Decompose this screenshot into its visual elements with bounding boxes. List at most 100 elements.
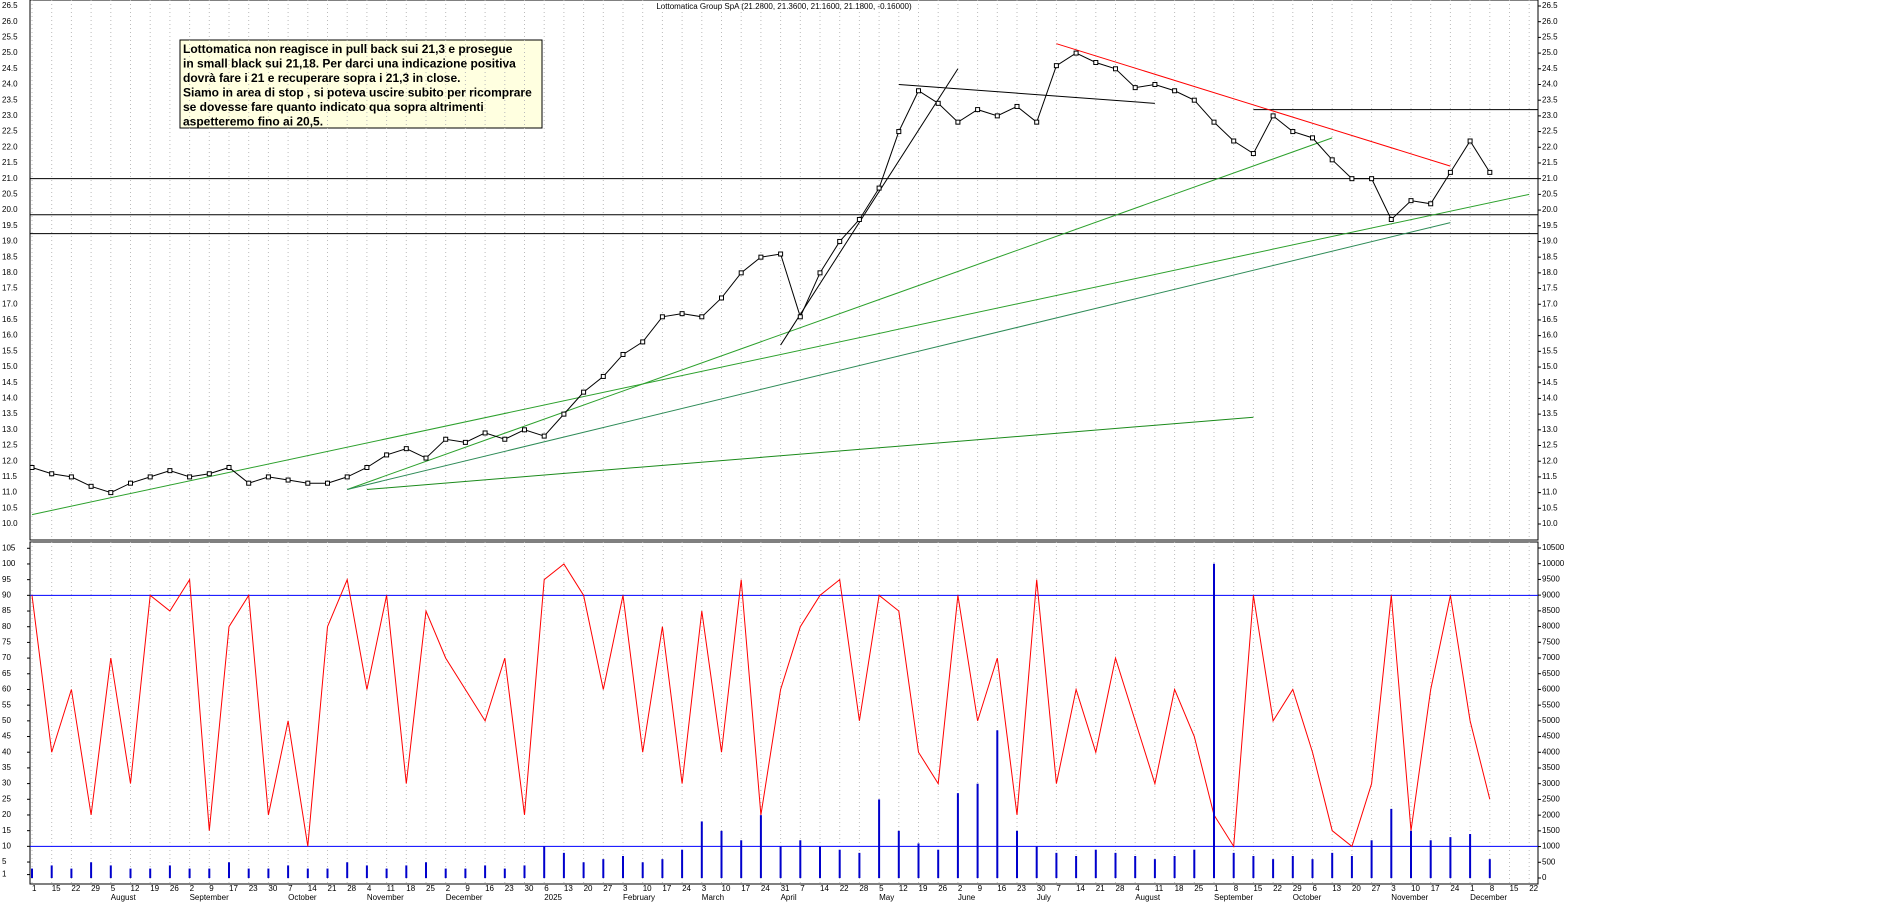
candle xyxy=(1053,63,1059,69)
month-label: November xyxy=(1391,893,1428,902)
candle xyxy=(128,480,133,486)
annotation-box xyxy=(179,39,543,129)
y2-tick-label: 6500 xyxy=(1542,669,1560,678)
volume-bar xyxy=(996,730,999,878)
volume-bar xyxy=(129,868,132,878)
month-label: August xyxy=(111,893,137,902)
y-tick-label: 24.0 xyxy=(1542,80,1558,89)
volume-bar xyxy=(956,793,959,878)
volume-bar xyxy=(109,865,112,878)
y-tick-label: 25.5 xyxy=(2,33,18,42)
volume-bar xyxy=(740,840,743,878)
x-tick-label: 1 xyxy=(32,884,37,893)
month-label: June xyxy=(958,893,976,902)
y-tick-label: 19.5 xyxy=(1542,221,1558,230)
candle xyxy=(1487,169,1493,175)
x-tick-label: 1 xyxy=(1214,884,1219,893)
y2-tick-label: 7500 xyxy=(1542,637,1560,646)
y-tick-label: 5 xyxy=(2,857,7,866)
candle xyxy=(581,389,587,395)
candle xyxy=(522,427,527,433)
volume-bar xyxy=(247,868,250,878)
y2-tick-label: 500 xyxy=(1542,857,1556,866)
y-tick-label: 24.5 xyxy=(1542,64,1558,73)
y2-tick-label: 2500 xyxy=(1542,795,1560,804)
x-tick-label: 2 xyxy=(958,884,963,893)
volume-bar xyxy=(779,846,782,878)
trendline xyxy=(31,193,1530,516)
y-tick-label: 18.0 xyxy=(1542,268,1558,277)
y-tick-label: 10.0 xyxy=(2,519,18,528)
candle xyxy=(1113,66,1118,72)
y-tick-label: 22.0 xyxy=(1542,142,1558,151)
y-tick-label: 65 xyxy=(2,669,11,678)
candle xyxy=(325,480,330,486)
candle xyxy=(600,373,606,379)
candle xyxy=(423,455,429,461)
x-tick-label: 15 xyxy=(1510,884,1519,893)
x-tick-label: 12 xyxy=(899,884,908,893)
y2-tick-label: 9000 xyxy=(1542,590,1560,599)
y2-tick-label: 1000 xyxy=(1542,842,1560,851)
candle xyxy=(719,295,724,301)
month-label: May xyxy=(879,893,894,902)
x-tick-label: 29 xyxy=(91,884,100,893)
volume-bar xyxy=(1114,852,1117,878)
x-tick-label: 26 xyxy=(170,884,179,893)
x-tick-label: 6 xyxy=(1313,884,1318,893)
x-tick-label: 17 xyxy=(662,884,671,893)
volume-bar xyxy=(720,830,723,878)
y-tick-label: 24.0 xyxy=(2,80,18,89)
candle xyxy=(1014,103,1020,109)
volume-bar xyxy=(1370,840,1373,878)
y-tick-label: 11.5 xyxy=(2,472,18,481)
candle xyxy=(994,113,1000,119)
candle xyxy=(797,314,803,320)
y-tick-label: 15.5 xyxy=(1542,346,1558,355)
x-tick-label: 14 xyxy=(1076,884,1085,893)
candle xyxy=(975,107,981,113)
candle xyxy=(403,446,409,452)
candle xyxy=(502,436,508,442)
x-tick-label: 12 xyxy=(131,884,140,893)
volume-bar xyxy=(1016,830,1018,878)
candle xyxy=(758,254,764,260)
y-tick-label: 15.0 xyxy=(2,362,18,371)
y-tick-label: 17.0 xyxy=(2,299,18,308)
x-tick-label: 22 xyxy=(1273,884,1282,893)
volume-bar xyxy=(1429,840,1432,878)
y-tick-label: 12.5 xyxy=(1542,441,1558,450)
x-tick-label: 23 xyxy=(505,884,514,893)
month-label: October xyxy=(288,893,317,902)
volume-bar xyxy=(858,852,861,878)
candle xyxy=(167,468,173,474)
volume-bar xyxy=(1469,834,1472,878)
volume-bar xyxy=(937,849,940,878)
x-tick-label: 2 xyxy=(190,884,195,893)
x-tick-label: 29 xyxy=(1293,884,1302,893)
y-tick-label: 11.5 xyxy=(1542,472,1558,481)
volume-bar xyxy=(523,865,526,878)
y-tick-label: 10 xyxy=(2,841,11,850)
x-tick-label: 13 xyxy=(1332,884,1341,893)
y-tick-label: 15 xyxy=(2,826,11,835)
y2-tick-label: 7000 xyxy=(1542,653,1560,662)
volume-bar xyxy=(1134,856,1137,878)
y-tick-label: 25 xyxy=(2,794,11,803)
x-tick-label: 22 xyxy=(71,884,80,893)
y-tick-label: 25.5 xyxy=(1542,33,1558,42)
month-label: December xyxy=(1470,893,1507,902)
x-tick-label: 17 xyxy=(1431,884,1440,893)
x-tick-label: 17 xyxy=(229,884,238,893)
candle xyxy=(935,100,941,106)
y2-tick-label: 3500 xyxy=(1542,763,1560,772)
volume-bar xyxy=(1331,852,1334,878)
annotation: aspetteremo fino ai 20,5. xyxy=(183,115,323,129)
x-tick-label: 15 xyxy=(52,884,61,893)
candle xyxy=(837,238,843,244)
y-tick-label: 16.0 xyxy=(1542,331,1558,340)
y-tick-label: 15.5 xyxy=(2,346,18,355)
candle xyxy=(443,436,449,442)
candle xyxy=(561,411,567,417)
y-tick-label: 14.5 xyxy=(2,378,18,387)
